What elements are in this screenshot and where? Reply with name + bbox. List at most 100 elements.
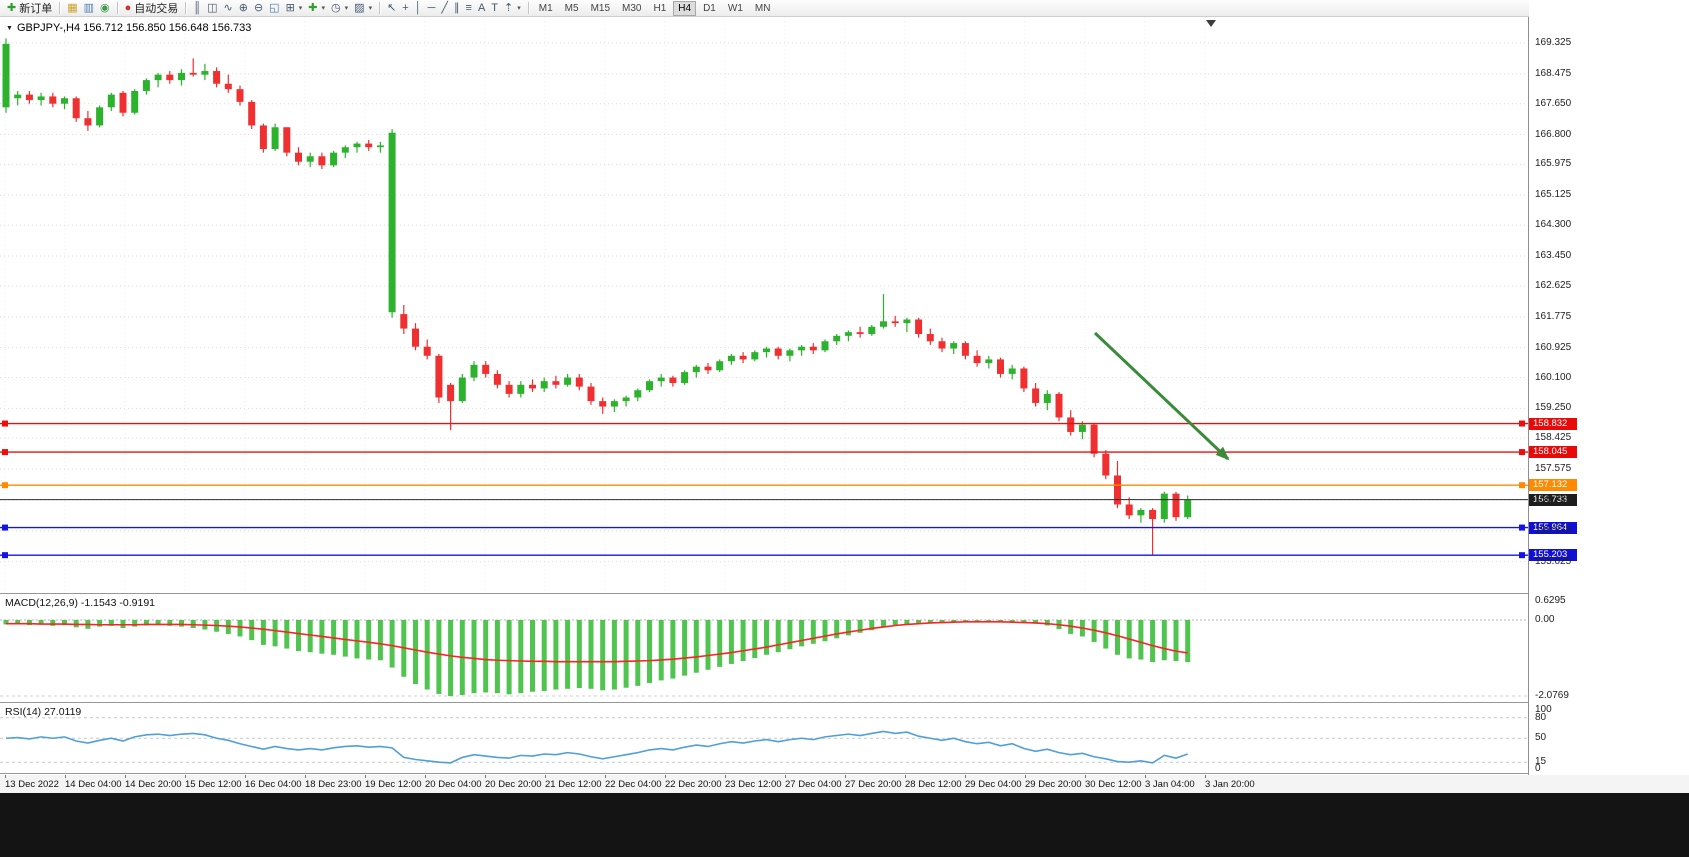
new-chart-button[interactable]: ⊞ ▾ [283, 1, 306, 16]
hline-support-1[interactable] [0, 524, 1528, 531]
data-window-button[interactable]: ▥ [81, 1, 97, 16]
time-tick-mark [605, 775, 606, 778]
bar-chart-button[interactable]: ║ [190, 1, 204, 16]
bar-chart-icon: ║ [193, 1, 202, 14]
time-tick-mark [125, 775, 126, 778]
line-handle[interactable] [1519, 552, 1525, 559]
cursor-button[interactable]: ↖ [384, 1, 399, 16]
line-handle[interactable] [1519, 449, 1525, 456]
toolbar-separator [59, 2, 61, 14]
hline-support-2[interactable] [0, 552, 1528, 559]
crosshair-button[interactable]: + [399, 1, 411, 16]
time-tick-mark [485, 775, 486, 778]
dropdown-caret-icon: ▾ [298, 5, 303, 12]
rsi-scale-tick: 80 [1535, 711, 1547, 723]
time-tick-mark [1145, 775, 1146, 778]
main-chart-panel[interactable] [0, 17, 1528, 593]
line-handle[interactable] [2, 449, 8, 456]
symbol-collapse-icon[interactable]: ▼ [6, 24, 13, 32]
timeframe-m15[interactable]: M15 [586, 1, 615, 16]
arrows-button[interactable]: ⇡ ▾ [501, 1, 524, 16]
rsi-scale-tick: 100 [1535, 704, 1552, 715]
tile-windows-icon: ◱ [269, 1, 280, 14]
zoom-out-button[interactable]: ⊖ [251, 1, 266, 16]
timeframe-mn[interactable]: MN [750, 1, 776, 16]
hline-resistance-1[interactable] [0, 420, 1528, 427]
line-handle[interactable] [1519, 482, 1525, 489]
price-tick: 169.325 [1535, 36, 1572, 48]
line-handle[interactable] [1519, 524, 1525, 531]
rsi-scale-tick: 50 [1535, 732, 1547, 744]
price-tick: 160.925 [1535, 341, 1572, 353]
trend-arrow[interactable] [1093, 331, 1230, 461]
price-tick: 161.775 [1535, 310, 1572, 322]
timeframe-m30[interactable]: M30 [617, 1, 646, 16]
periods-button[interactable]: ◷ ▾ [328, 1, 351, 16]
trendline-button[interactable]: ╱ [438, 1, 451, 16]
line-handle[interactable] [2, 552, 8, 559]
text-button[interactable]: A [475, 1, 488, 16]
macd-histogram [3, 620, 1191, 697]
rsi-panel[interactable] [0, 704, 1528, 773]
price-tag-pivot-line: 157.132 [1529, 479, 1577, 492]
price-axis[interactable]: 158.832 158.045 157.132 156.733 155.964 155.2… [1529, 0, 1689, 793]
macd-label: MACD(12,26,9) -1.1543 -0.9191 [5, 597, 155, 609]
rsi-label: RSI(14) 27.0119 [5, 706, 82, 718]
time-label: 21 Dec 12:00 [545, 779, 602, 790]
line-handle[interactable] [1519, 420, 1525, 427]
timeframe-d1[interactable]: D1 [698, 1, 721, 16]
price-tag-resistance-1: 158.832 [1529, 417, 1577, 430]
hline-resistance-2[interactable] [0, 449, 1528, 456]
toolbar-separator [185, 2, 187, 14]
panel-separator[interactable] [0, 593, 1689, 595]
line-handle[interactable] [2, 524, 8, 531]
market-watch-button[interactable]: ▦ [64, 1, 80, 16]
line-handle[interactable] [2, 482, 8, 489]
indicators-button[interactable]: ✚ ▾ [305, 1, 328, 16]
fibonacci-button[interactable]: ≡ [463, 1, 475, 16]
time-label: 14 Dec 04:00 [65, 779, 122, 790]
price-tick: 166.800 [1535, 128, 1572, 140]
horizontal-line-button[interactable]: ─ [425, 1, 439, 16]
timeframe-m1[interactable]: M1 [534, 1, 558, 16]
time-tick-mark [305, 775, 306, 778]
timeframe-w1[interactable]: W1 [723, 1, 748, 16]
price-tick: 158.425 [1535, 432, 1572, 444]
time-tick-mark [5, 775, 6, 778]
line-chart-button[interactable]: ∿ [221, 1, 236, 16]
navigator-button[interactable]: ◉ [97, 1, 113, 16]
time-label: 14 Dec 20:00 [125, 779, 182, 790]
macd-panel[interactable] [0, 595, 1528, 702]
vertical-line-button[interactable]: │ [412, 1, 425, 16]
new-order-button-label: 新订单 [19, 3, 53, 15]
price-tick: 165.125 [1535, 189, 1572, 201]
line-handle[interactable] [2, 420, 8, 427]
zoom-in-button[interactable]: ⊕ [236, 1, 251, 16]
time-tick-mark [725, 775, 726, 778]
channel-button[interactable]: ∥ [451, 1, 463, 16]
hline-pivot-line[interactable] [0, 482, 1528, 489]
horizontal-line-icon: ─ [427, 1, 436, 14]
candlestick-chart-button[interactable]: ◫ [204, 1, 220, 16]
new-order-button[interactable]: ✚ 新订单 [4, 1, 55, 16]
timeframe-m5[interactable]: M5 [560, 1, 584, 16]
label-button[interactable]: T [488, 1, 501, 16]
timeframe-h1[interactable]: H1 [648, 1, 671, 16]
panel-separator[interactable] [0, 702, 1689, 704]
autotrading-icon: ● [124, 1, 132, 14]
line-chart-icon: ∿ [223, 1, 233, 14]
templates-button[interactable]: ▨ ▾ [351, 1, 375, 16]
price-tick: 159.250 [1535, 402, 1572, 414]
autotrading-button[interactable]: ● 自动交易 [122, 1, 182, 16]
macd-scale-tick: 0.6295 [1535, 595, 1566, 606]
rsi-scale-tick: 15 [1535, 756, 1547, 768]
tile-windows-button[interactable]: ◱ [266, 1, 282, 16]
symbol-ohlc-text: GBPJPY-,H4 156.712 156.850 156.648 156.7… [16, 22, 252, 34]
bottom-band [0, 793, 1689, 857]
timeframe-h4[interactable]: H4 [673, 0, 697, 16]
time-axis[interactable]: 13 Dec 2022 14 Dec 04:00 14 Dec 20:00 15 De… [0, 775, 1689, 793]
price-tick: 156.725 [1535, 493, 1572, 505]
price-tick: 168.475 [1535, 67, 1572, 79]
time-label: 19 Dec 12:00 [365, 779, 422, 790]
